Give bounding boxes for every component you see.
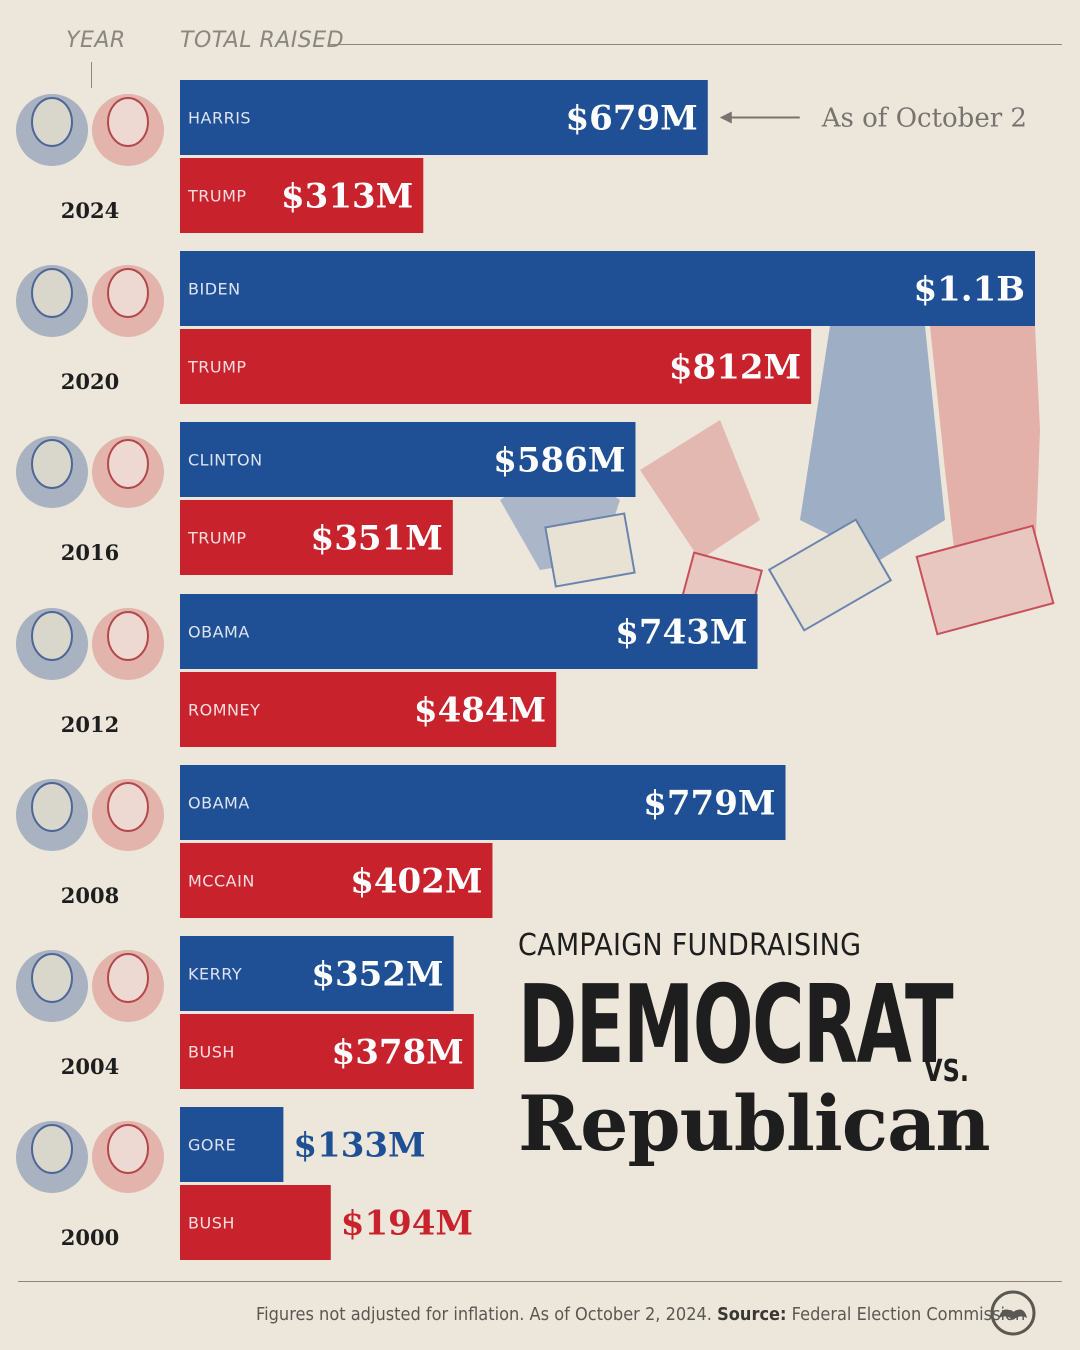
year-label: 2024 — [61, 198, 119, 223]
dem-bar — [180, 936, 454, 1011]
annotation-as-of: As of October 2 — [821, 104, 1027, 134]
dem-bar — [180, 594, 758, 669]
candidate-portrait-icon — [92, 265, 164, 337]
value-label: $402M — [350, 862, 482, 902]
value-label: $779M — [643, 784, 775, 824]
rep-bar — [180, 843, 493, 918]
year-label: 2000 — [61, 1225, 119, 1250]
rep-bar — [180, 329, 812, 404]
candidate-portrait-icon — [16, 779, 88, 851]
candidate-portrait-icon — [92, 1121, 164, 1193]
dem-bar — [180, 765, 786, 840]
year-label: 2020 — [61, 369, 119, 394]
candidate-name-label: TRUMP — [187, 529, 247, 548]
value-label: $1.1B — [913, 270, 1025, 310]
candidate-portrait-icon — [16, 1121, 88, 1193]
candidate-name-label: HARRIS — [188, 109, 251, 128]
candidate-portrait-icon — [92, 94, 164, 166]
value-label: $743M — [615, 613, 747, 653]
candidate-portrait-icon — [92, 779, 164, 851]
publisher-logo-icon — [990, 1290, 1036, 1336]
footer-note-text: Figures not adjusted for inflation. As o… — [256, 1304, 712, 1325]
rep-bar — [180, 1185, 331, 1260]
value-label: $313M — [281, 177, 413, 217]
year-label: 2004 — [61, 1054, 119, 1079]
footer-note: Figures not adjusted for inflation. As o… — [256, 1304, 1025, 1325]
rep-bar — [180, 158, 424, 233]
candidate-name-label: TRUMP — [187, 187, 247, 206]
header-rule — [330, 44, 1062, 45]
candidate-name-label: CLINTON — [188, 451, 263, 470]
fundraising-bar-chart: 2024 HARRIS $679M TRUMP $313M 2020 BIDEN $1.1B T… — [16, 80, 1055, 1260]
title-democrat: DEMOCRAT — [518, 963, 954, 1088]
candidate-portrait-icon — [16, 94, 88, 166]
value-label: $133M — [293, 1126, 425, 1166]
arrow-left-icon — [719, 111, 800, 124]
value-label: $586M — [493, 441, 625, 481]
candidate-portrait-icon — [16, 950, 88, 1022]
candidate-name-label: MCCAIN — [188, 872, 255, 891]
value-label: $679M — [566, 99, 698, 139]
dem-bar — [180, 80, 708, 155]
dem-bar — [180, 422, 636, 497]
chart-subtitle: CAMPAIGN FUNDRAISING — [518, 928, 862, 963]
footer-source: Federal Election Commission — [791, 1304, 1026, 1325]
candidate-portrait-icon — [16, 436, 88, 508]
year-label: 2012 — [61, 712, 119, 737]
value-label: $352M — [311, 955, 443, 995]
year-tick — [91, 62, 92, 88]
candidate-name-label: BUSH — [188, 1214, 235, 1233]
footer-rule — [18, 1281, 1062, 1282]
rep-bar — [180, 500, 453, 575]
candidate-name-label: OBAMA — [188, 623, 250, 642]
value-label: $378M — [332, 1033, 464, 1073]
candidate-name-label: TRUMP — [187, 358, 247, 377]
candidate-portrait-icon — [92, 436, 164, 508]
candidate-portrait-icon — [92, 608, 164, 680]
candidate-portrait-icon — [16, 608, 88, 680]
candidate-name-label: ROMNEY — [188, 701, 260, 720]
candidate-name-label: BIDEN — [188, 280, 241, 299]
footer-source-label: Source: — [717, 1304, 787, 1325]
rep-bar — [180, 672, 557, 747]
dem-bar — [180, 251, 1035, 326]
value-label: $194M — [341, 1204, 473, 1244]
candidate-portrait-icon — [92, 950, 164, 1022]
year-label: 2008 — [61, 883, 119, 908]
hand-with-dollar-bills-illustration — [500, 326, 1055, 669]
value-label: $812M — [669, 348, 801, 388]
title-republican: Republican — [518, 1079, 991, 1168]
candidate-name-label: GORE — [188, 1136, 236, 1155]
candidate-name-label: BUSH — [188, 1043, 235, 1062]
candidate-portrait-icon — [16, 265, 88, 337]
candidate-name-label: KERRY — [188, 965, 242, 984]
rep-bar — [180, 1014, 474, 1089]
value-label: $351M — [311, 519, 443, 559]
year-label: 2016 — [61, 540, 119, 565]
total-raised-header: TOTAL RAISED — [180, 28, 345, 53]
chart-title: CAMPAIGN FUNDRAISING DEMOCRAT VS. Republ… — [518, 928, 1058, 1162]
dem-bar — [180, 1107, 284, 1182]
candidate-name-label: OBAMA — [188, 794, 250, 813]
year-column-header: YEAR — [66, 28, 126, 53]
title-vs: VS. — [924, 1054, 969, 1089]
value-label: $484M — [414, 691, 546, 731]
